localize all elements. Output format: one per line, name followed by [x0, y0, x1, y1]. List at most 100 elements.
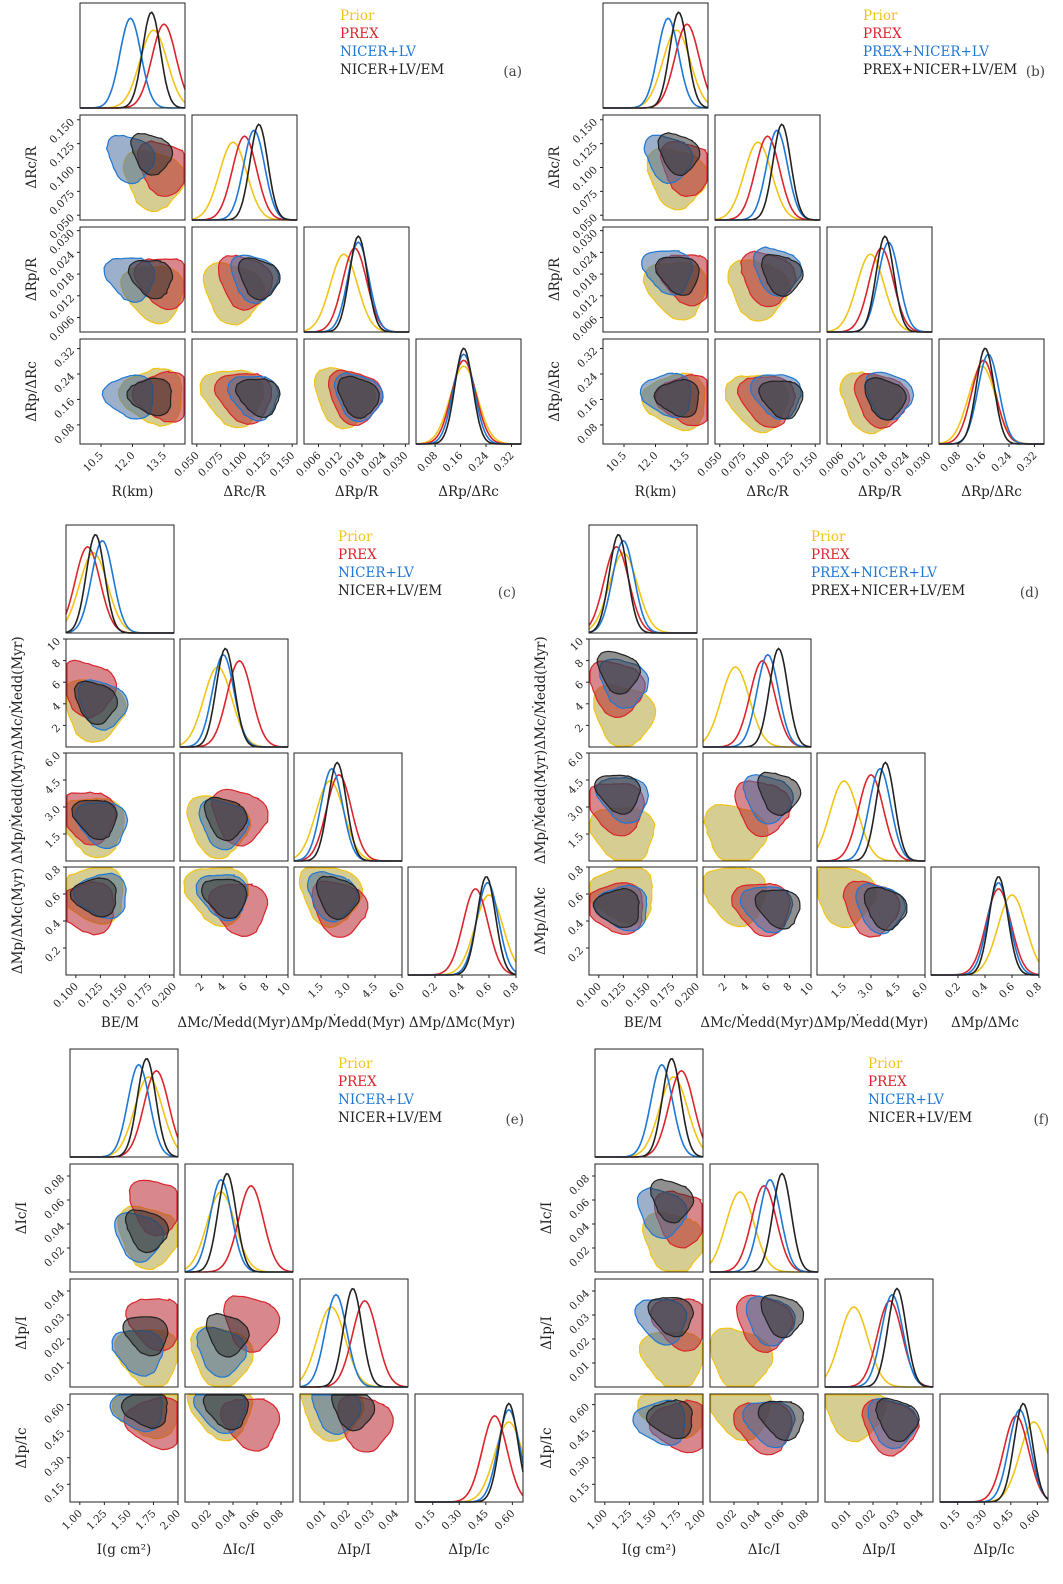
y-tick-label: 0.4 — [566, 917, 587, 938]
legend-entry-prex-nicer-lv: PREX+NICER+LV — [811, 565, 937, 581]
y-tick-label: 0.15 — [42, 1481, 67, 1506]
x-axis-label: BE/M — [101, 1015, 139, 1031]
x-tick-label: 1.50 — [109, 1508, 134, 1533]
x-tick-label: 10.5 — [81, 450, 106, 475]
y-axis-label: ΔRp/ΔRc — [24, 361, 40, 422]
marginal-rc-r — [714, 114, 821, 221]
contour-nicer-lv-em — [203, 796, 249, 842]
marginal-rp-r — [303, 226, 410, 333]
density-prior — [299, 1306, 408, 1388]
x-tick-label: 1.50 — [634, 1508, 659, 1533]
joint-r-km-vs-rp-rc: 0.080.160.240.32 ΔRp/ΔRc 10.5 12.0 13.5 R(km) — [547, 338, 709, 500]
y-tick-label: 0.02 — [567, 1336, 592, 1361]
x-tick-label: 1.00 — [585, 1508, 610, 1533]
axes-frame — [930, 866, 1040, 976]
y-tick-label: 0.01 — [567, 1360, 592, 1385]
marginal-mc-edd-myr — [702, 638, 812, 748]
x-tick-label: 0.08 — [786, 1508, 811, 1533]
contour-nicer-lv-em — [120, 1394, 169, 1430]
axes-frame — [179, 638, 289, 748]
axes-frame — [714, 114, 821, 221]
contour-nicer-lv-em — [200, 878, 248, 920]
y-axis-label: ΔIp/I — [539, 1316, 555, 1350]
density-prex — [940, 1415, 1049, 1503]
x-tick-label: 0.08 — [938, 450, 963, 475]
x-tick-label: 13.5 — [144, 450, 169, 475]
joint-i-g-cm-vs-ip-i: 0.010.020.030.04 ΔIp/I — [14, 1278, 179, 1388]
density-prior — [603, 29, 709, 109]
x-tick-label: 0.125 — [76, 981, 106, 1011]
x-tick-label: 0.06 — [237, 1507, 262, 1532]
x-tick-label: 1.5 — [829, 981, 849, 1001]
contour-prex-nicer-lv-em — [760, 253, 804, 297]
contour-nicer-lv-em — [757, 1400, 805, 1442]
axes-frame — [407, 866, 517, 976]
contour-nicer-lv-em — [234, 378, 281, 419]
density-prior — [415, 365, 521, 445]
x-axis-label: ΔIp/I — [337, 1542, 371, 1558]
x-axis-label: ΔIc/I — [748, 1542, 781, 1558]
y-tick-label: 2 — [50, 722, 63, 735]
x-tick-label: 0.150 — [100, 981, 130, 1011]
x-tick-label: 0.03 — [352, 1508, 377, 1533]
joint-mc-edd-myr-vs-mp-edd-myr — [179, 752, 289, 862]
y-tick-label: 0.4 — [43, 917, 64, 938]
contour-nicer-lv-em — [650, 1178, 695, 1224]
panel-label: (b) — [1026, 64, 1045, 80]
contour-nicer-lv-em — [336, 375, 380, 419]
x-tick-label: 0.01 — [304, 1508, 329, 1533]
joint-rc-r-vs-rp-r — [191, 226, 298, 333]
x-axis-label: ΔRc/R — [223, 484, 266, 500]
joint-i-g-cm-vs-ip-i: 0.010.020.030.04 ΔIp/I — [539, 1278, 704, 1388]
y-tick-label: 0.30 — [42, 1454, 67, 1479]
y-tick-label: 0.02 — [42, 1336, 67, 1361]
axes-frame — [702, 638, 812, 748]
y-tick-label: 0.8 — [566, 864, 586, 884]
y-tick-label: 0.08 — [575, 422, 600, 447]
contour-nicer-lv-em — [315, 875, 360, 921]
x-tick-label: 0.6 — [997, 980, 1018, 1001]
x-tick-label: 8 — [258, 981, 271, 994]
legend: Prior PREX PREX+NICER+LV PREX+NICER+LV/EM — [811, 529, 965, 599]
axes-frame — [69, 1393, 179, 1503]
y-tick-label: 1.5 — [43, 831, 63, 851]
axes-frame — [816, 752, 926, 862]
x-tick-label: 0.30 — [439, 1508, 464, 1533]
panel-label: (a) — [503, 64, 522, 80]
x-tick-label: 0.04 — [213, 1507, 238, 1532]
corner-panel-b: Prior PREX PREX+NICER+LV PREX+NICER+LV/EM (b… — [547, 2, 1045, 500]
axes-frame — [594, 1393, 704, 1503]
x-tick-label: 0.45 — [991, 1508, 1016, 1533]
contour-nicer-lv-em — [69, 877, 117, 918]
density-prior — [709, 1191, 818, 1273]
corner-panel-d: Prior PREX PREX+NICER+LV PREX+NICER+LV/EM (d… — [532, 524, 1044, 1031]
y-tick-label: 1.5 — [566, 831, 586, 851]
legend-entry-nicer-lv: NICER+LV — [338, 1092, 414, 1108]
contour-nicer-lv-em — [126, 377, 173, 417]
joint-i-g-cm-vs-ic-i: 0.020.040.060.08 ΔIc/I — [539, 1163, 704, 1273]
density-prex — [415, 1415, 524, 1503]
y-tick-label: 10 — [568, 636, 586, 654]
y-tick-label: 0.04 — [567, 1220, 592, 1245]
axes-frame — [939, 1393, 1049, 1503]
y-tick-label: 0.100 — [570, 164, 600, 194]
axes-frame — [702, 752, 812, 862]
y-tick-label: 0.6 — [566, 890, 587, 911]
legend-entry-prex-nicer-lv-em: PREX+NICER+LV/EM — [811, 583, 965, 599]
y-tick-label: 0.100 — [47, 164, 77, 194]
y-tick-label: 0.075 — [570, 188, 600, 218]
density-prex — [588, 546, 697, 634]
density-prex-nicer-lv-em — [817, 761, 925, 862]
legend: Prior PREX NICER+LV NICER+LV/EM — [868, 1056, 972, 1126]
y-tick-label: 0.30 — [567, 1454, 592, 1479]
x-axis-label: ΔIp/Ic — [448, 1542, 489, 1558]
contour-nicer-lv-em — [130, 132, 174, 176]
density-prex-nicer-lv — [715, 129, 820, 221]
y-tick-label: 0.125 — [47, 140, 77, 170]
y-tick-label: 3.0 — [566, 804, 586, 824]
x-tick-label: 0.200 — [672, 981, 702, 1011]
